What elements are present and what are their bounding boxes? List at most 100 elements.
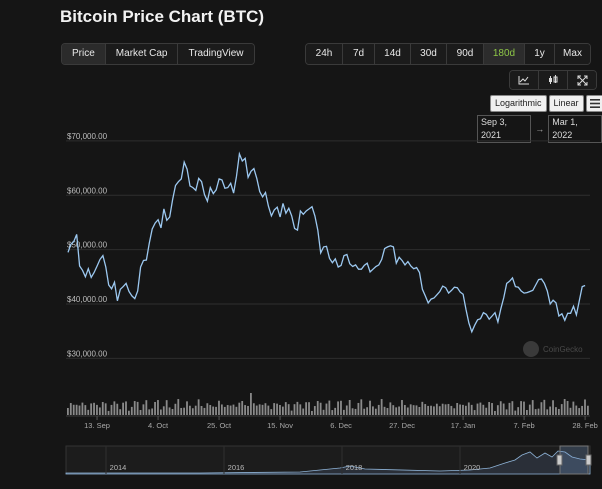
- volume-bar: [186, 401, 188, 415]
- volume-bar: [302, 408, 305, 415]
- navigator-selection[interactable]: [559, 445, 589, 475]
- volume-bar: [491, 403, 493, 415]
- y-tick-label: $40,000.00: [67, 295, 108, 304]
- volume-bar: [549, 406, 552, 415]
- volume-bar: [363, 408, 366, 415]
- volume-bar: [203, 407, 206, 415]
- volume-bar: [162, 406, 165, 415]
- tab-price[interactable]: Price: [62, 44, 106, 64]
- volume-bar: [354, 408, 357, 415]
- volume-bar: [119, 409, 122, 415]
- volume-bar: [200, 406, 203, 415]
- volume-bar: [244, 405, 247, 415]
- volume-bar: [165, 400, 168, 415]
- volume-bar: [546, 409, 549, 415]
- navigator-handle-left[interactable]: [556, 454, 563, 466]
- linear-button[interactable]: Linear: [548, 95, 584, 112]
- y-tick-label: $60,000.00: [67, 186, 108, 195]
- logarithmic-button[interactable]: Logarithmic: [490, 95, 547, 112]
- date-range-inputs: Sep 3, 2021 → Mar 1, 2022: [477, 115, 602, 143]
- volume-bar: [84, 405, 87, 415]
- volume-bar: [331, 410, 334, 415]
- volume-bar: [430, 405, 432, 415]
- tab-tradingview[interactable]: TradingView: [178, 44, 254, 64]
- volume-bar: [383, 406, 386, 415]
- volume-bar: [380, 399, 383, 415]
- volume-bar: [276, 403, 278, 415]
- volume-bar: [212, 406, 215, 415]
- navigator-year-label: 2016: [228, 463, 245, 472]
- volume-bar: [386, 407, 389, 415]
- volume-bar: [511, 401, 514, 415]
- volume-bar: [398, 406, 400, 415]
- x-tick-label: 27. Dec: [389, 421, 415, 430]
- range-180d-button[interactable]: 180d: [484, 44, 525, 64]
- volume-bar: [287, 404, 290, 415]
- volume-bar: [334, 407, 337, 415]
- x-tick-label: 28. Feb: [572, 421, 597, 430]
- chart-menu-button[interactable]: [585, 95, 602, 112]
- volume-bar: [581, 405, 583, 415]
- volume-bar: [389, 402, 392, 415]
- x-tick-label: 7. Feb: [513, 421, 534, 430]
- volume-bar: [145, 400, 148, 415]
- volume-bar: [96, 404, 98, 415]
- volume-bar: [189, 405, 191, 415]
- range-14d-button[interactable]: 14d: [375, 44, 411, 64]
- volume-bar: [403, 405, 406, 415]
- price-line: [67, 151, 586, 334]
- range-7d-button[interactable]: 7d: [343, 44, 375, 64]
- range-max-button[interactable]: Max: [555, 44, 590, 64]
- volume-bar: [81, 402, 84, 415]
- x-tick-label: 13. Sep: [84, 421, 110, 430]
- range-1y-button[interactable]: 1y: [525, 44, 555, 64]
- scale-toggle: Logarithmic Linear: [490, 95, 602, 112]
- fullscreen-button[interactable]: [568, 71, 596, 89]
- candlestick-button[interactable]: [539, 71, 568, 89]
- volume-bar: [226, 405, 229, 415]
- volume-bar: [525, 409, 528, 415]
- volume-bar: [113, 401, 116, 415]
- volume-bar: [93, 402, 95, 415]
- volume-bar: [174, 403, 177, 415]
- y-tick-label: $50,000.00: [67, 241, 108, 250]
- tab-market-cap[interactable]: Market Cap: [105, 44, 179, 64]
- fullscreen-icon: [577, 75, 587, 85]
- volume-bar: [241, 401, 244, 415]
- volume-bar: [229, 405, 232, 415]
- volume-bar: [473, 410, 476, 415]
- navigator[interactable]: 2014 2016 2018 2020: [65, 445, 592, 475]
- date-from-input[interactable]: Sep 3, 2021: [477, 115, 532, 143]
- range-30d-button[interactable]: 30d: [411, 44, 447, 64]
- volume-bar: [133, 401, 136, 415]
- navigator-line: [65, 450, 591, 475]
- line-chart-button[interactable]: [510, 71, 539, 89]
- navigator-handle-right[interactable]: [585, 454, 592, 466]
- volume-bar: [122, 402, 124, 415]
- volume-bar: [587, 405, 589, 415]
- navigator-year-label: 2014: [110, 463, 127, 472]
- volume-bar: [415, 405, 418, 415]
- range-24h-button[interactable]: 24h: [306, 44, 343, 64]
- volume-bar: [284, 402, 287, 415]
- volume-bar: [438, 406, 441, 415]
- volume-bar: [337, 401, 339, 415]
- volume-bar: [139, 409, 142, 415]
- volume-bar: [575, 405, 578, 415]
- volume-bar: [305, 402, 308, 415]
- volume-bar: [128, 410, 130, 415]
- volume-bar: [194, 405, 197, 415]
- volume-bar: [552, 400, 554, 415]
- volume-bar: [206, 403, 209, 415]
- range-90d-button[interactable]: 90d: [447, 44, 484, 64]
- volume-bar: [116, 403, 119, 415]
- volume-bar: [427, 405, 430, 415]
- volume-bar: [409, 404, 412, 415]
- volume-bar: [476, 403, 479, 415]
- volume-bar: [424, 404, 427, 415]
- coingecko-watermark: CoinGecko: [523, 341, 583, 357]
- volume-bar: [418, 406, 421, 415]
- date-to-input[interactable]: Mar 1, 2022: [548, 115, 602, 143]
- volume-bar: [130, 406, 133, 415]
